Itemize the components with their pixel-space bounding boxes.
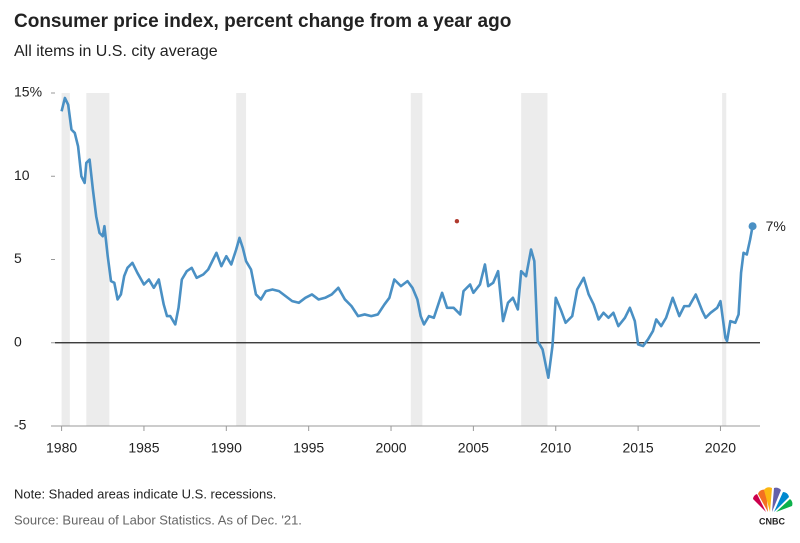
- recession-band: [410, 93, 423, 426]
- brand-logo: CNBC: [753, 487, 793, 526]
- y-tick-label: 0: [14, 333, 22, 349]
- chart-subtitle: All items in U.S. city average: [14, 43, 218, 60]
- cpi-line: [60, 96, 754, 380]
- x-tick-label: 2015: [623, 440, 654, 456]
- chart-title: Consumer price index, percent change fro…: [14, 11, 511, 32]
- recession-band: [722, 93, 727, 426]
- brand-text: CNBC: [759, 516, 785, 526]
- end-point: [748, 222, 757, 231]
- x-tick-label: 1985: [128, 440, 159, 456]
- note: Note: Shaded areas indicate U.S. recessi…: [14, 486, 276, 501]
- source: Source: Bureau of Labor Statistics. As o…: [14, 512, 302, 527]
- x-tick-label: 2020: [705, 440, 736, 456]
- x-tick-label: 1980: [46, 440, 77, 456]
- y-tick-label: -5: [14, 417, 27, 433]
- recession-band: [61, 93, 70, 426]
- recession-band: [236, 93, 247, 426]
- x-tick-label: 2000: [375, 440, 406, 456]
- x-tick-label: 1990: [211, 440, 242, 456]
- x-tick-label: 2010: [540, 440, 571, 456]
- y-tick-label: 15%: [14, 84, 42, 100]
- marker: [454, 219, 460, 224]
- end-label: 7%: [766, 218, 786, 234]
- y-tick-label: 5: [14, 250, 22, 266]
- y-tick-label: 10: [14, 167, 30, 183]
- x-tick-label: 1995: [293, 440, 324, 456]
- recession-band: [86, 93, 110, 426]
- x-tick-label: 2005: [458, 440, 489, 456]
